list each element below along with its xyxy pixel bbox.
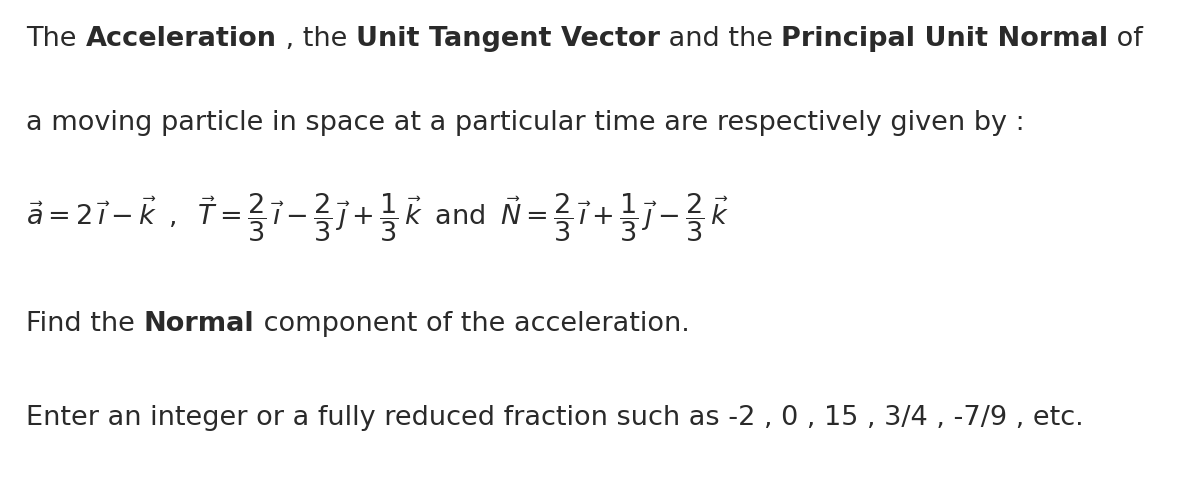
Text: Principal Unit Normal: Principal Unit Normal xyxy=(781,25,1109,51)
Text: $\vec{a} = 2\,\vec{\imath} -\vec{k}\;\;,\;\; \vec{T} = \dfrac{2}{3}\,\vec{\imath: $\vec{a} = 2\,\vec{\imath} -\vec{k}\;\;,… xyxy=(26,192,730,244)
Text: , the: , the xyxy=(276,25,355,51)
Text: Enter an integer or a fully reduced fraction such as -2 , 0 , 15 , 3/4 , -7/9 , : Enter an integer or a fully reduced frac… xyxy=(26,405,1084,431)
Text: of: of xyxy=(1109,25,1144,51)
Text: Find the: Find the xyxy=(26,311,144,337)
Text: component of the acceleration.: component of the acceleration. xyxy=(254,311,689,337)
Text: Unit Tangent Vector: Unit Tangent Vector xyxy=(355,25,660,51)
Text: and the: and the xyxy=(660,25,781,51)
Text: a moving particle in space at a particular time are respectively given by :: a moving particle in space at a particul… xyxy=(26,109,1025,136)
Text: Normal: Normal xyxy=(144,311,254,337)
Text: Acceleration: Acceleration xyxy=(85,25,276,51)
Text: The: The xyxy=(26,25,85,51)
